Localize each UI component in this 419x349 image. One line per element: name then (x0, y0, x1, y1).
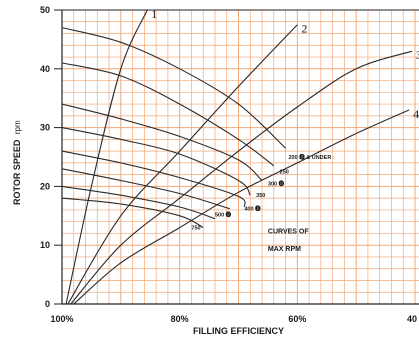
numbered-line-1 (65, 9, 148, 305)
numbered-line-label-4: 4 (413, 107, 419, 121)
y-tick-label: 40 (40, 64, 50, 74)
x-tick-label: 80% (171, 314, 189, 324)
grid (61, 9, 419, 305)
y-tick-label: 20 (40, 181, 50, 191)
plot-frame (61, 9, 419, 305)
numbered-line-3 (70, 50, 413, 305)
curve-5 (61, 150, 246, 208)
annotation-line-2: MAX RPM (268, 246, 301, 253)
annotation-line-1: CURVES OF (268, 228, 309, 235)
numbered-line-4 (73, 109, 410, 305)
numbered-line-label-3: 3 (416, 48, 419, 62)
series-label-1: 200 🅓 & UNDER (289, 153, 332, 161)
curve-7 (61, 185, 216, 220)
series-label-6: 500 🅓 (215, 211, 232, 219)
y-tick-label: 50 (40, 5, 50, 15)
series-label-4: 350 (256, 193, 265, 199)
curve-2 (61, 62, 275, 167)
numbered-line-label-1: 1 (151, 7, 157, 21)
numbered-line-2 (67, 24, 298, 305)
x-tick-label: 60% (288, 314, 306, 324)
curve-6 (61, 168, 230, 210)
tick-labels: 0 10 20 30 40 50 100% 80% 60% 40 (40, 5, 417, 324)
curve-1 (61, 27, 286, 149)
x-tick-label: 40 (407, 314, 417, 324)
curve-3 (61, 103, 263, 181)
series-label-5: 400 🅓 (244, 205, 261, 213)
series-label-3: 300 🅓 (268, 179, 285, 187)
numbered-line-label-2: 2 (301, 22, 307, 36)
x-axis-label: FILLING EFFICIENCY (193, 326, 284, 336)
series-labels: 200 🅓 & UNDER 250 300 🅓350 400 🅓 500 🅓 750 (191, 153, 331, 232)
numbered-lines: 1 2 3 4 (65, 7, 419, 305)
y-tick-label: 0 (45, 299, 50, 309)
series-label-7: 750 (191, 226, 200, 232)
y-tick-label: 10 (40, 240, 50, 250)
y-tick-label: 30 (40, 123, 50, 133)
y-axis-label: ROTOR SPEED rpm (12, 120, 22, 205)
series-label-2: 250 (280, 170, 289, 176)
x-tick-label: 100% (50, 314, 73, 324)
